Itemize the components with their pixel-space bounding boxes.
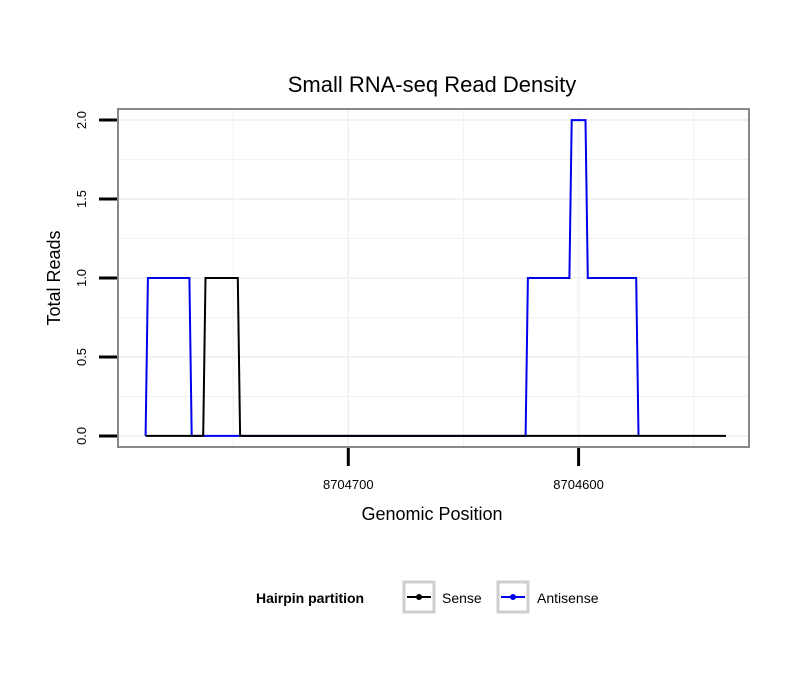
y-tick-label: 1.5: [74, 190, 89, 208]
y-tick-label: 1.0: [74, 269, 89, 287]
x-tick-label: 8704700: [323, 477, 374, 492]
y-axis-label: Total Reads: [44, 230, 64, 325]
x-axis: 8704700 8704600: [323, 448, 604, 492]
plot-panel-border: [117, 108, 750, 448]
legend-label-sense: Sense: [442, 590, 482, 606]
legend-label-antisense: Antisense: [537, 590, 599, 606]
series-layer: [144, 119, 726, 437]
x-tick-label: 8704600: [553, 477, 604, 492]
legend-title: Hairpin partition: [256, 590, 364, 606]
legend-dot-sense: [416, 594, 422, 600]
y-tick-label: 0.0: [74, 427, 89, 445]
chart-title: Small RNA-seq Read Density: [288, 72, 577, 97]
y-tick-label: 2.0: [74, 111, 89, 129]
legend-dot-antisense: [510, 594, 516, 600]
y-tick-label: 0.5: [74, 348, 89, 366]
y-axis: 0.0 0.5 1.0 1.5 2.0: [74, 111, 117, 445]
legend-key-antisense: [496, 580, 530, 614]
x-axis-label: Genomic Position: [361, 504, 502, 524]
series-line-sense: [145, 277, 726, 437]
legend: Hairpin partition Sense Antisense: [256, 580, 599, 614]
series-line-antisense: [144, 119, 640, 437]
